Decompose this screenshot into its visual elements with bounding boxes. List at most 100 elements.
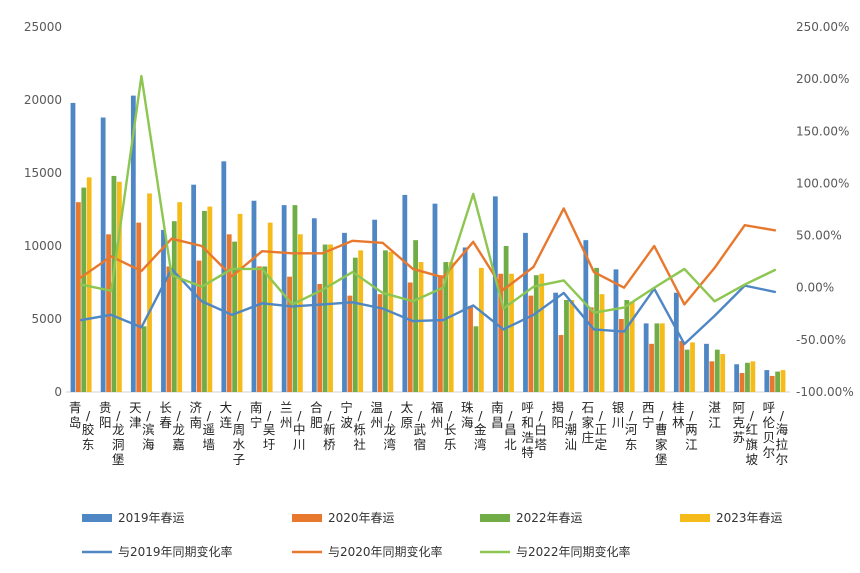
bar <box>251 200 257 392</box>
bar <box>492 196 498 392</box>
bar <box>478 267 484 392</box>
category-label-char: 伦 <box>763 415 776 430</box>
category-label-char: 贝 <box>763 430 776 445</box>
category-label-char: 苏 <box>733 430 746 445</box>
category-label-char: 河 <box>625 422 638 437</box>
legend-label: 与2020年同期变化率 <box>328 544 443 559</box>
bar <box>523 232 528 392</box>
bar <box>196 260 202 392</box>
bar <box>432 203 438 392</box>
category-label-char: 龙 <box>384 422 397 437</box>
category-label-char: 堡 <box>112 452 125 467</box>
category-label-char: / <box>780 408 785 423</box>
right-axis-tick-label: 250.00% <box>796 20 849 34</box>
bar <box>281 205 287 392</box>
category-label-char: 福 <box>431 400 444 415</box>
category-label-char: 拉 <box>776 437 789 452</box>
bar <box>297 234 303 392</box>
bar <box>503 246 509 392</box>
category-label-char: 川 <box>293 437 306 452</box>
category-label-char: 原 <box>401 415 414 430</box>
category-label-char: 中 <box>293 422 306 437</box>
bar <box>714 349 720 392</box>
category-label-char: 栎 <box>353 422 366 437</box>
bar <box>509 273 514 392</box>
category-label-char: 昌 <box>491 415 504 430</box>
series-line <box>79 207 777 306</box>
category-label-char: 贵 <box>99 400 112 415</box>
category-label: 呼伦贝尔 /海拉尔 <box>763 400 789 467</box>
left-axis-tick-label: 0 <box>54 385 62 399</box>
category-label: 兰州 /中川 <box>280 400 306 452</box>
category-label-char: 子 <box>233 452 246 467</box>
category-label-char: / <box>629 408 634 423</box>
legend-swatch <box>82 514 112 522</box>
category-label-char: 宁 <box>250 415 263 430</box>
bar <box>262 266 268 392</box>
category-label-char: 石 <box>582 400 595 415</box>
bar <box>624 300 630 392</box>
category-label-char: 正 <box>595 422 608 437</box>
bar <box>618 319 624 392</box>
category-label-char: / <box>176 408 181 423</box>
category-label-char: 特 <box>521 445 534 460</box>
category-label-char: / <box>599 408 604 423</box>
category-label-char: 曹 <box>655 422 668 437</box>
bar <box>629 301 635 392</box>
bar <box>553 292 559 392</box>
category-label-char: 兰 <box>280 400 293 415</box>
left-axis-tick-label: 10000 <box>24 239 62 253</box>
bar <box>388 251 394 392</box>
category-label-char: 昌 <box>504 422 517 437</box>
category-label-char: / <box>659 408 664 423</box>
category-label-char: 海 <box>776 422 789 437</box>
bar <box>473 326 479 392</box>
category-label-char: 阳 <box>552 415 565 430</box>
bar <box>679 340 685 392</box>
category-label-char: 肥 <box>310 415 323 430</box>
bar <box>237 213 243 392</box>
bar <box>468 305 473 392</box>
category-label-char: 江 <box>708 415 721 430</box>
category-label-char: 揭 <box>552 400 565 415</box>
bar <box>654 323 660 392</box>
bar <box>599 294 605 392</box>
line-series <box>79 74 777 346</box>
bar <box>569 300 575 392</box>
category-label-char: 浩 <box>521 430 534 445</box>
category-label-char: 州 <box>371 415 384 430</box>
category-label-char: 宁 <box>642 415 655 430</box>
category-label: 银川 /河东 <box>612 400 638 452</box>
bar <box>75 202 81 392</box>
category-label-char: 洞 <box>112 437 125 452</box>
bar <box>780 370 786 392</box>
category-label-char: 和 <box>521 415 534 430</box>
category-label-char: 银 <box>612 400 625 415</box>
bar <box>358 250 364 392</box>
category-label-char: 嘉 <box>172 437 185 452</box>
bar <box>221 161 227 392</box>
bar <box>407 282 413 392</box>
bar <box>588 307 594 392</box>
bar <box>659 323 665 392</box>
category-label-char: / <box>146 408 151 423</box>
bar <box>191 184 197 392</box>
category-label-char: 大 <box>220 400 233 415</box>
category-label-char: 家 <box>582 415 595 430</box>
right-axis-tick-label: 100.00% <box>796 176 849 190</box>
category-label-char: 南 <box>491 400 504 415</box>
legend-label: 与2019年同期变化率 <box>118 544 233 559</box>
bar <box>437 275 443 392</box>
bar <box>166 266 172 392</box>
category-label-char: 长 <box>159 400 172 415</box>
category-label-char: 两 <box>685 422 698 437</box>
category-label-char: 南 <box>250 400 263 415</box>
bar <box>418 262 424 392</box>
category-label-char: 新 <box>323 422 336 437</box>
bar <box>690 342 695 392</box>
category-label: 宁波 /栎社 <box>340 400 366 452</box>
category-label-char: 津 <box>129 415 142 430</box>
category-label-char: 塔 <box>534 437 547 452</box>
